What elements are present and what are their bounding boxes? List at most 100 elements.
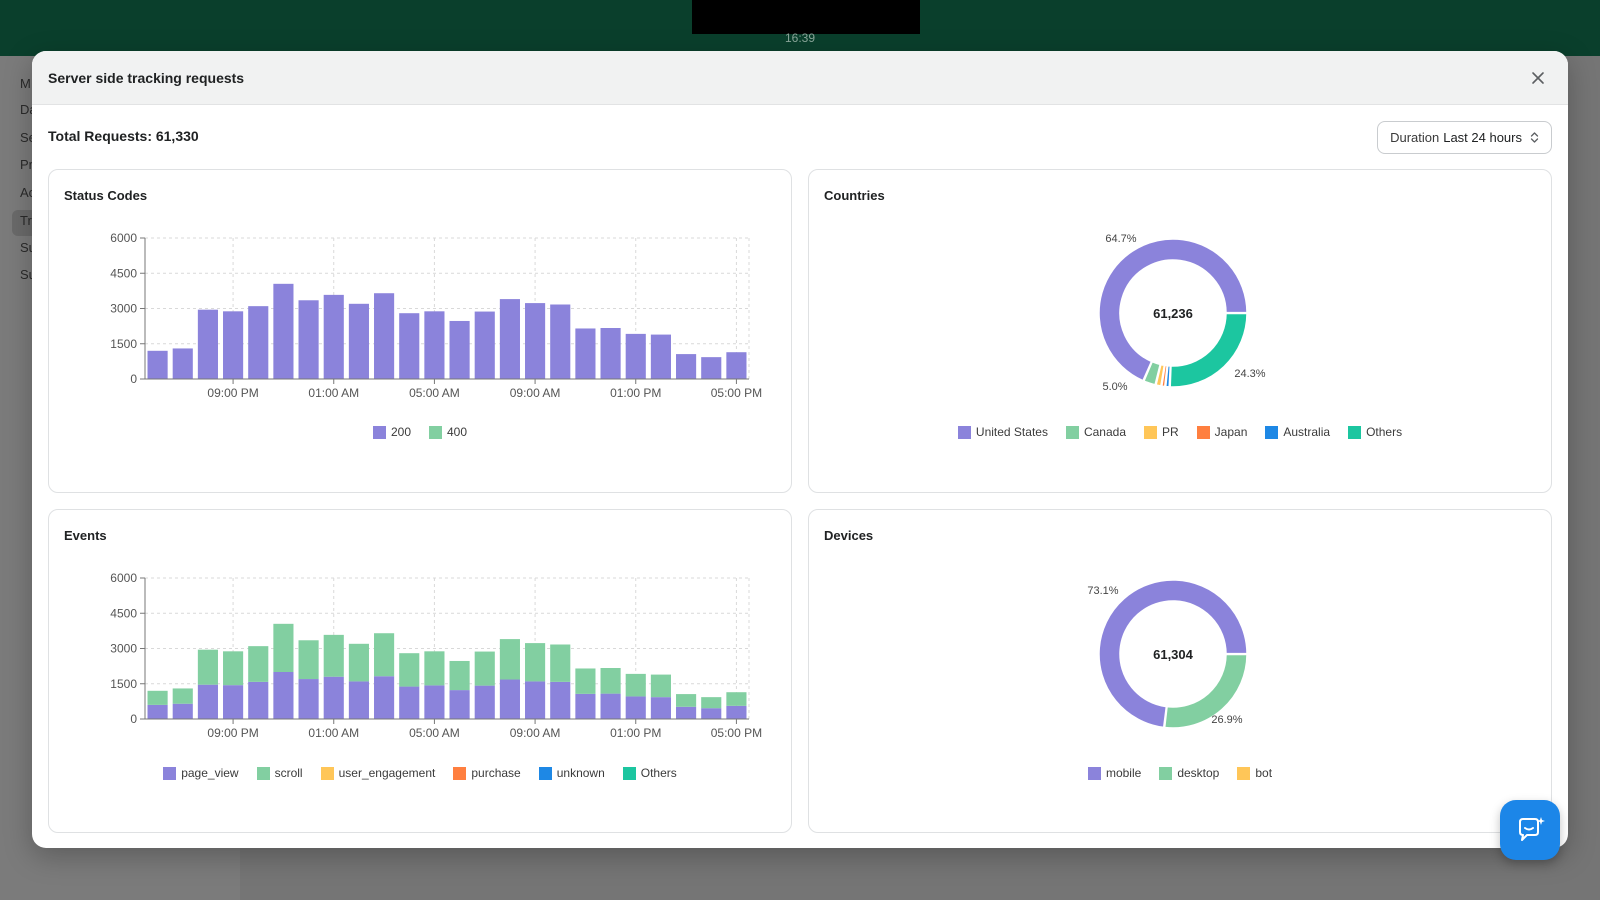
card-title: Status Codes [64,188,148,203]
sidebar-item[interactable]: Se [20,130,36,145]
bar [650,334,671,379]
bar [147,704,168,719]
legend-item[interactable]: United States [957,425,1048,439]
x-tick-label: 05:00 AM [409,386,460,400]
legend-item[interactable]: desktop [1159,766,1219,780]
bar [197,649,218,685]
legend-item[interactable]: PR [1144,425,1179,439]
close-button[interactable] [1524,64,1552,92]
bar [172,348,193,379]
slice-percent-label: 64.7% [1105,233,1136,245]
bar [424,685,445,719]
x-tick-label: 09:00 PM [207,386,258,400]
legend-label: page_view [181,766,239,780]
bar [449,690,470,719]
bar [676,694,697,707]
y-tick-label: 3000 [110,642,137,656]
bar [172,688,193,704]
bar [499,639,520,680]
sidebar-item[interactable]: Su [20,267,36,282]
sidebar-item[interactable]: Ac [20,185,36,200]
legend-item[interactable]: user_engagement [320,766,435,780]
legend-label: Australia [1283,425,1331,439]
bar [298,679,319,719]
duration-select[interactable]: Duration Last 24 hours [1377,121,1552,154]
y-tick-label: 4500 [110,266,137,280]
legend-item[interactable]: Others [1348,425,1402,439]
bar [223,651,244,686]
sidebar-item[interactable]: Tr [20,213,32,228]
top-bar: 16:39 [0,0,1600,56]
x-tick-label: 01:00 PM [610,386,661,400]
y-tick-label: 4500 [110,606,137,620]
bar [550,681,571,719]
legend-label: Canada [1083,425,1126,439]
card-title: Countries [824,188,885,203]
card-title: Devices [824,528,874,543]
bar [726,352,747,379]
legend-item[interactable]: bot [1237,766,1272,780]
bar [399,313,420,379]
bar [525,681,546,719]
legend-item[interactable]: purchase [453,766,521,780]
bar [197,684,218,719]
chat-support-button[interactable] [1500,800,1560,860]
bar [323,294,344,379]
legend-swatch [429,425,442,439]
y-tick-label: 1500 [110,677,137,691]
slice-percent-label: 73.1% [1087,585,1118,597]
legend-item[interactable]: 200 [372,425,411,439]
modal-title: Server side tracking requests [48,69,245,86]
legend-swatch [256,766,270,780]
legend-label: 200 [390,425,411,439]
legend-item[interactable]: Australia [1265,425,1330,439]
legend-swatch [1087,766,1101,780]
x-tick-label: 01:00 AM [308,726,359,740]
bar [650,697,671,719]
bar [298,640,319,680]
x-tick-label: 01:00 PM [610,726,661,740]
bar [625,333,646,379]
duration-value: Last 24 hours [1443,130,1522,145]
legend-swatch [1265,425,1279,439]
legend-swatch [453,766,467,780]
modal-header: Server side tracking requests [32,51,1568,105]
legend-label: purchase [471,766,521,780]
donut-slice [1163,653,1248,729]
legend-item[interactable]: 400 [429,425,467,439]
legend-label: scroll [274,766,303,780]
bar [172,703,193,719]
bar [600,693,621,719]
devices-legend: mobile desktop bot [809,766,1551,780]
sidebar-item[interactable]: Su [20,240,36,255]
select-chevron-icon [1530,132,1539,143]
bar [374,633,395,677]
status-codes-card: Status Codes 0 1500 3000 4500 6000 09:00 PM 01… [48,169,792,493]
legend-item[interactable]: Others [622,766,677,780]
legend-swatch [320,766,334,780]
legend-item[interactable]: Japan [1196,425,1247,439]
bar [525,303,546,379]
countries-donut-chart: 61,236 64.7% 24.3% 5.0% [1098,233,1266,393]
legend-item[interactable]: mobile [1087,766,1141,780]
bar [273,283,294,379]
bar [625,673,646,697]
legend-swatch [1196,425,1210,439]
x-tick-label: 09:00 PM [207,726,258,740]
bar [348,643,369,682]
bar [147,350,168,379]
sidebar-item[interactable]: M [20,76,31,91]
legend-swatch [163,766,177,780]
legend-item[interactable]: Canada [1065,425,1126,439]
bar [449,660,470,691]
sidebar-item[interactable]: Pr [20,157,33,172]
legend-item[interactable]: page_view [163,766,239,780]
legend-item[interactable]: scroll [256,766,303,780]
bar [550,304,571,379]
legend-item[interactable]: unknown [538,766,605,780]
bar [499,679,520,719]
legend-swatch [372,425,386,439]
bar [474,685,495,719]
legend-label: PR [1162,425,1179,439]
donut-slice [1098,238,1248,382]
